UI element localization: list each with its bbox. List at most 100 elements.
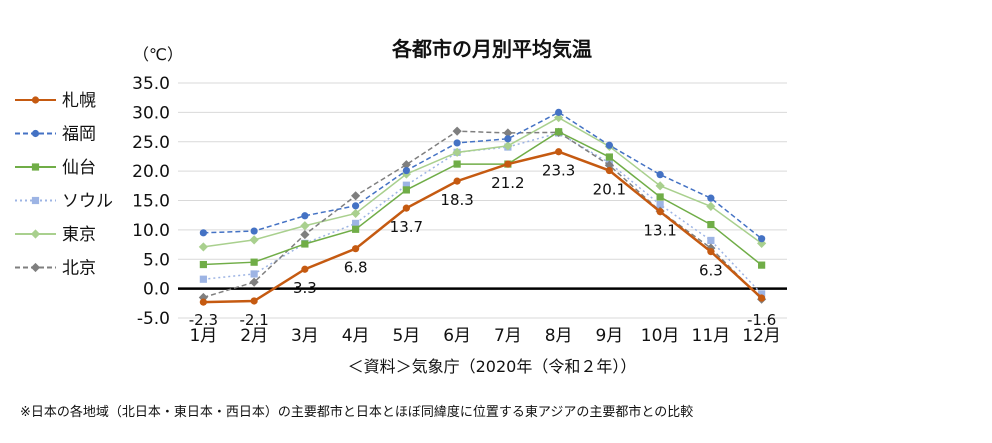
legend-label: 東京 xyxy=(62,225,96,245)
data-point xyxy=(605,141,613,149)
y-axis-ticks: 35.0 30.0 25.0 20.0 15.0 10.0 5.0 0.0 -5.0 xyxy=(132,74,170,329)
x-tick-label: 9月 xyxy=(595,326,623,346)
legend-item: 東京 xyxy=(15,225,96,245)
x-tick-label: 5月 xyxy=(392,326,420,346)
data-label: 23.3 xyxy=(542,162,575,180)
data-point xyxy=(452,147,462,157)
data-point xyxy=(604,160,614,170)
data-point xyxy=(504,135,512,143)
legend-marker xyxy=(30,262,41,273)
series-s5 xyxy=(199,148,766,306)
legend-label: 札幌 xyxy=(62,91,96,111)
legend-marker xyxy=(31,129,40,138)
data-point xyxy=(351,208,361,219)
data-point xyxy=(352,245,360,253)
data-label: -1.6 xyxy=(747,311,776,329)
chart-title: 各都市の月別平均気温 xyxy=(391,37,592,61)
series-line xyxy=(203,150,763,304)
data-label: 20.1 xyxy=(593,181,626,199)
legend-item: 福岡 xyxy=(15,125,96,145)
series-line xyxy=(203,111,763,240)
data-point xyxy=(249,277,259,287)
data-point xyxy=(503,141,513,151)
data-point xyxy=(453,160,461,168)
legend-label: 北京 xyxy=(62,259,96,279)
data-point xyxy=(656,171,664,179)
x-tick-label: 2月 xyxy=(240,326,268,346)
data-point xyxy=(250,227,258,235)
legend-item: 仙台 xyxy=(15,158,96,178)
data-label: 6.8 xyxy=(344,259,368,277)
series-s0 xyxy=(199,129,766,298)
series-s2 xyxy=(198,126,767,304)
data-point xyxy=(656,208,664,216)
data-point xyxy=(555,148,563,156)
data-point xyxy=(758,294,766,302)
data-point xyxy=(706,201,716,211)
series-line xyxy=(203,132,763,295)
series-line xyxy=(203,130,763,300)
y-tick-label: 25.0 xyxy=(132,133,170,153)
x-tick-label: 3月 xyxy=(291,326,319,346)
data-label: 6.3 xyxy=(699,262,723,280)
data-point xyxy=(707,194,715,202)
x-tick-label: 1月 xyxy=(189,326,217,346)
series-group xyxy=(198,108,767,306)
y-tick-label: 15.0 xyxy=(132,192,170,212)
data-point xyxy=(199,229,207,237)
data-label: -2.1 xyxy=(239,311,268,329)
x-tick-label: 7月 xyxy=(494,326,522,346)
x-tick-label: 12月 xyxy=(742,326,781,346)
y-tick-label: 20.0 xyxy=(132,162,170,182)
legend-marker xyxy=(31,96,40,104)
legend-marker xyxy=(30,229,41,239)
data-point xyxy=(605,166,613,175)
data-point xyxy=(301,212,309,220)
data-label: 13.1 xyxy=(643,222,676,240)
legend-item: 札幌 xyxy=(15,91,96,111)
y-tick-label: 0.0 xyxy=(143,280,170,300)
x-tick-label: 8月 xyxy=(545,326,573,346)
data-point xyxy=(199,298,207,306)
data-point xyxy=(758,261,766,269)
data-point xyxy=(453,139,461,147)
y-tick-label: 30.0 xyxy=(132,103,170,123)
legend-item: 北京 xyxy=(15,259,96,279)
data-point xyxy=(300,221,310,231)
legend-item: ソウル xyxy=(15,192,113,212)
source-note: ＜資料＞気象庁（2020年（令和２年）） xyxy=(348,357,637,376)
data-point xyxy=(250,297,258,305)
data-point xyxy=(352,225,360,233)
series-line xyxy=(203,130,763,266)
data-labels: -2.3 -2.1 3.3 6.8 13.7 18.3 21.2 23.3 20.1 13.1 6.… xyxy=(189,162,777,329)
data-point xyxy=(402,186,410,194)
data-point xyxy=(758,235,766,243)
x-tick-label: 4月 xyxy=(342,326,370,346)
data-point xyxy=(656,193,664,201)
data-point xyxy=(402,166,410,175)
data-point xyxy=(504,160,512,168)
x-axis-ticks: 1月 2月 3月 4月 5月 6月 7月 8月 9月 10月 11月 12月 xyxy=(189,326,780,346)
series-s3 xyxy=(199,128,766,269)
y-tick-label: -5.0 xyxy=(137,309,170,329)
y-tick-label: 10.0 xyxy=(132,221,170,241)
data-point xyxy=(758,290,766,298)
data-point xyxy=(452,126,462,136)
data-point xyxy=(554,113,564,123)
data-point xyxy=(250,258,258,266)
legend-marker xyxy=(31,163,40,171)
data-point xyxy=(249,235,259,245)
data-point xyxy=(199,275,207,283)
data-point xyxy=(503,128,513,138)
data-point xyxy=(352,202,360,210)
legend-label: 仙台 xyxy=(62,158,96,178)
data-point xyxy=(555,128,563,136)
y-tick-label: 35.0 xyxy=(132,74,170,94)
data-point xyxy=(707,220,715,229)
data-point xyxy=(402,204,410,212)
data-label: 21.2 xyxy=(491,174,524,192)
data-point xyxy=(655,181,665,191)
data-point xyxy=(401,160,411,170)
